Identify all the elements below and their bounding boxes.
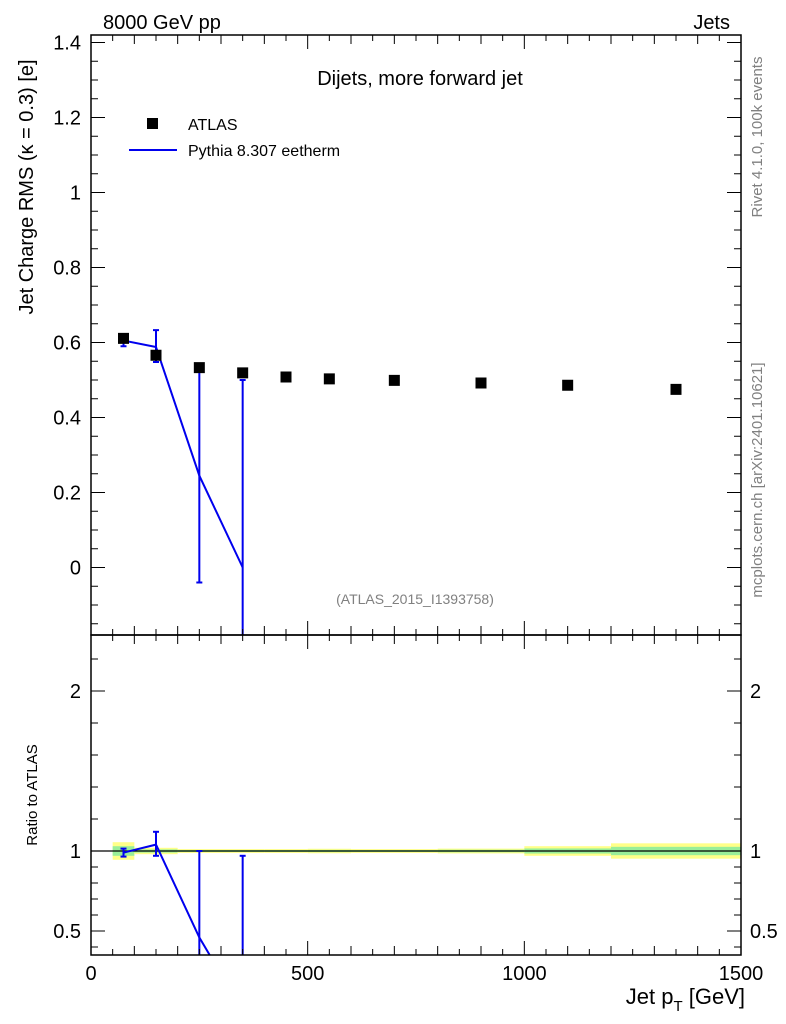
legend-pythia-label: Pythia 8.307 eetherm [188, 143, 340, 160]
ratio-y-tick-label-right: 2 [750, 681, 761, 703]
atlas-data-point [388, 374, 400, 386]
ratio-pythia-line [123, 843, 211, 955]
atlas-data-point [670, 383, 682, 395]
atlas-data-point [280, 371, 292, 383]
ratio-y-tick-label: 1 [70, 841, 81, 863]
x-tick-label: 1500 [719, 963, 764, 985]
atlas-data-point [150, 349, 162, 361]
x-axis-title: Jet pT [GeV] [626, 984, 745, 1015]
ratio-panel-frame [90, 634, 742, 956]
atlas-data-point [475, 377, 487, 389]
ratio-y-tick-label: 2 [70, 681, 81, 703]
x-axis: 0 500 1000 1500 [85, 35, 763, 985]
analysis-watermark: (ATLAS_2015_I1393758) [336, 591, 494, 607]
x-axis-title-main: Jet p [626, 984, 674, 1009]
ratio-ticks: 0.5 0.5 1 1 2 2 [53, 658, 778, 948]
y-tick-label: 0 [70, 558, 81, 580]
x-tick-label: 1000 [502, 963, 547, 985]
atlas-data-point [323, 373, 335, 385]
header-energy-label: 8000 GeV pp [103, 12, 221, 34]
ratio-y-tick-label-right: 0.5 [750, 921, 778, 943]
legend-atlas-marker [147, 118, 158, 129]
x-axis-title-unit: [GeV] [683, 984, 745, 1009]
x-axis-title-sub: T [673, 998, 682, 1015]
main-ticks: 0 0.2 0.4 0.6 0.8 1 1.2 1.4 [53, 33, 741, 625]
ratio-y-axis-title: Ratio to ATLAS [24, 744, 41, 845]
y-tick-label: 0.6 [53, 333, 81, 355]
mcplots-reference-label: mcplots.cern.ch [arXiv:2401.10621] [749, 362, 766, 597]
legend-atlas-label: ATLAS [188, 117, 238, 134]
main-panel: 0 0.2 0.4 0.6 0.8 1 1.2 1.4 Dijets, more forwar… [53, 33, 742, 636]
header-jets-label: Jets [693, 12, 730, 34]
ratio-series [120, 830, 246, 955]
atlas-data-point [562, 379, 574, 391]
x-tick-label: 0 [85, 963, 96, 985]
y-tick-label: 0.4 [53, 408, 81, 430]
ratio-y-tick-label-right: 1 [750, 841, 761, 863]
atlas-data-point [118, 332, 129, 344]
main-plot-title: Dijets, more forward jet [317, 68, 523, 90]
atlas-data-point [237, 367, 249, 379]
x-tick-label: 500 [291, 963, 324, 985]
pythia-line [123, 339, 244, 568]
y-tick-label: 1 [70, 183, 81, 205]
y-tick-label: 1.2 [53, 108, 81, 130]
y-tick-label: 0.2 [53, 483, 81, 505]
y-tick-label: 1.4 [53, 33, 81, 55]
atlas-data-point [193, 362, 205, 374]
main-series [118, 329, 682, 635]
main-y-axis-title: Jet Charge RMS (κ = 0.3) [e] [16, 59, 38, 314]
rivet-version-label: Rivet 4.1.0, 100k events [749, 57, 766, 218]
legend: ATLAS Pythia 8.307 eetherm [129, 117, 340, 160]
ratio-y-tick-label: 0.5 [53, 921, 81, 943]
y-tick-label: 0.8 [53, 258, 81, 280]
